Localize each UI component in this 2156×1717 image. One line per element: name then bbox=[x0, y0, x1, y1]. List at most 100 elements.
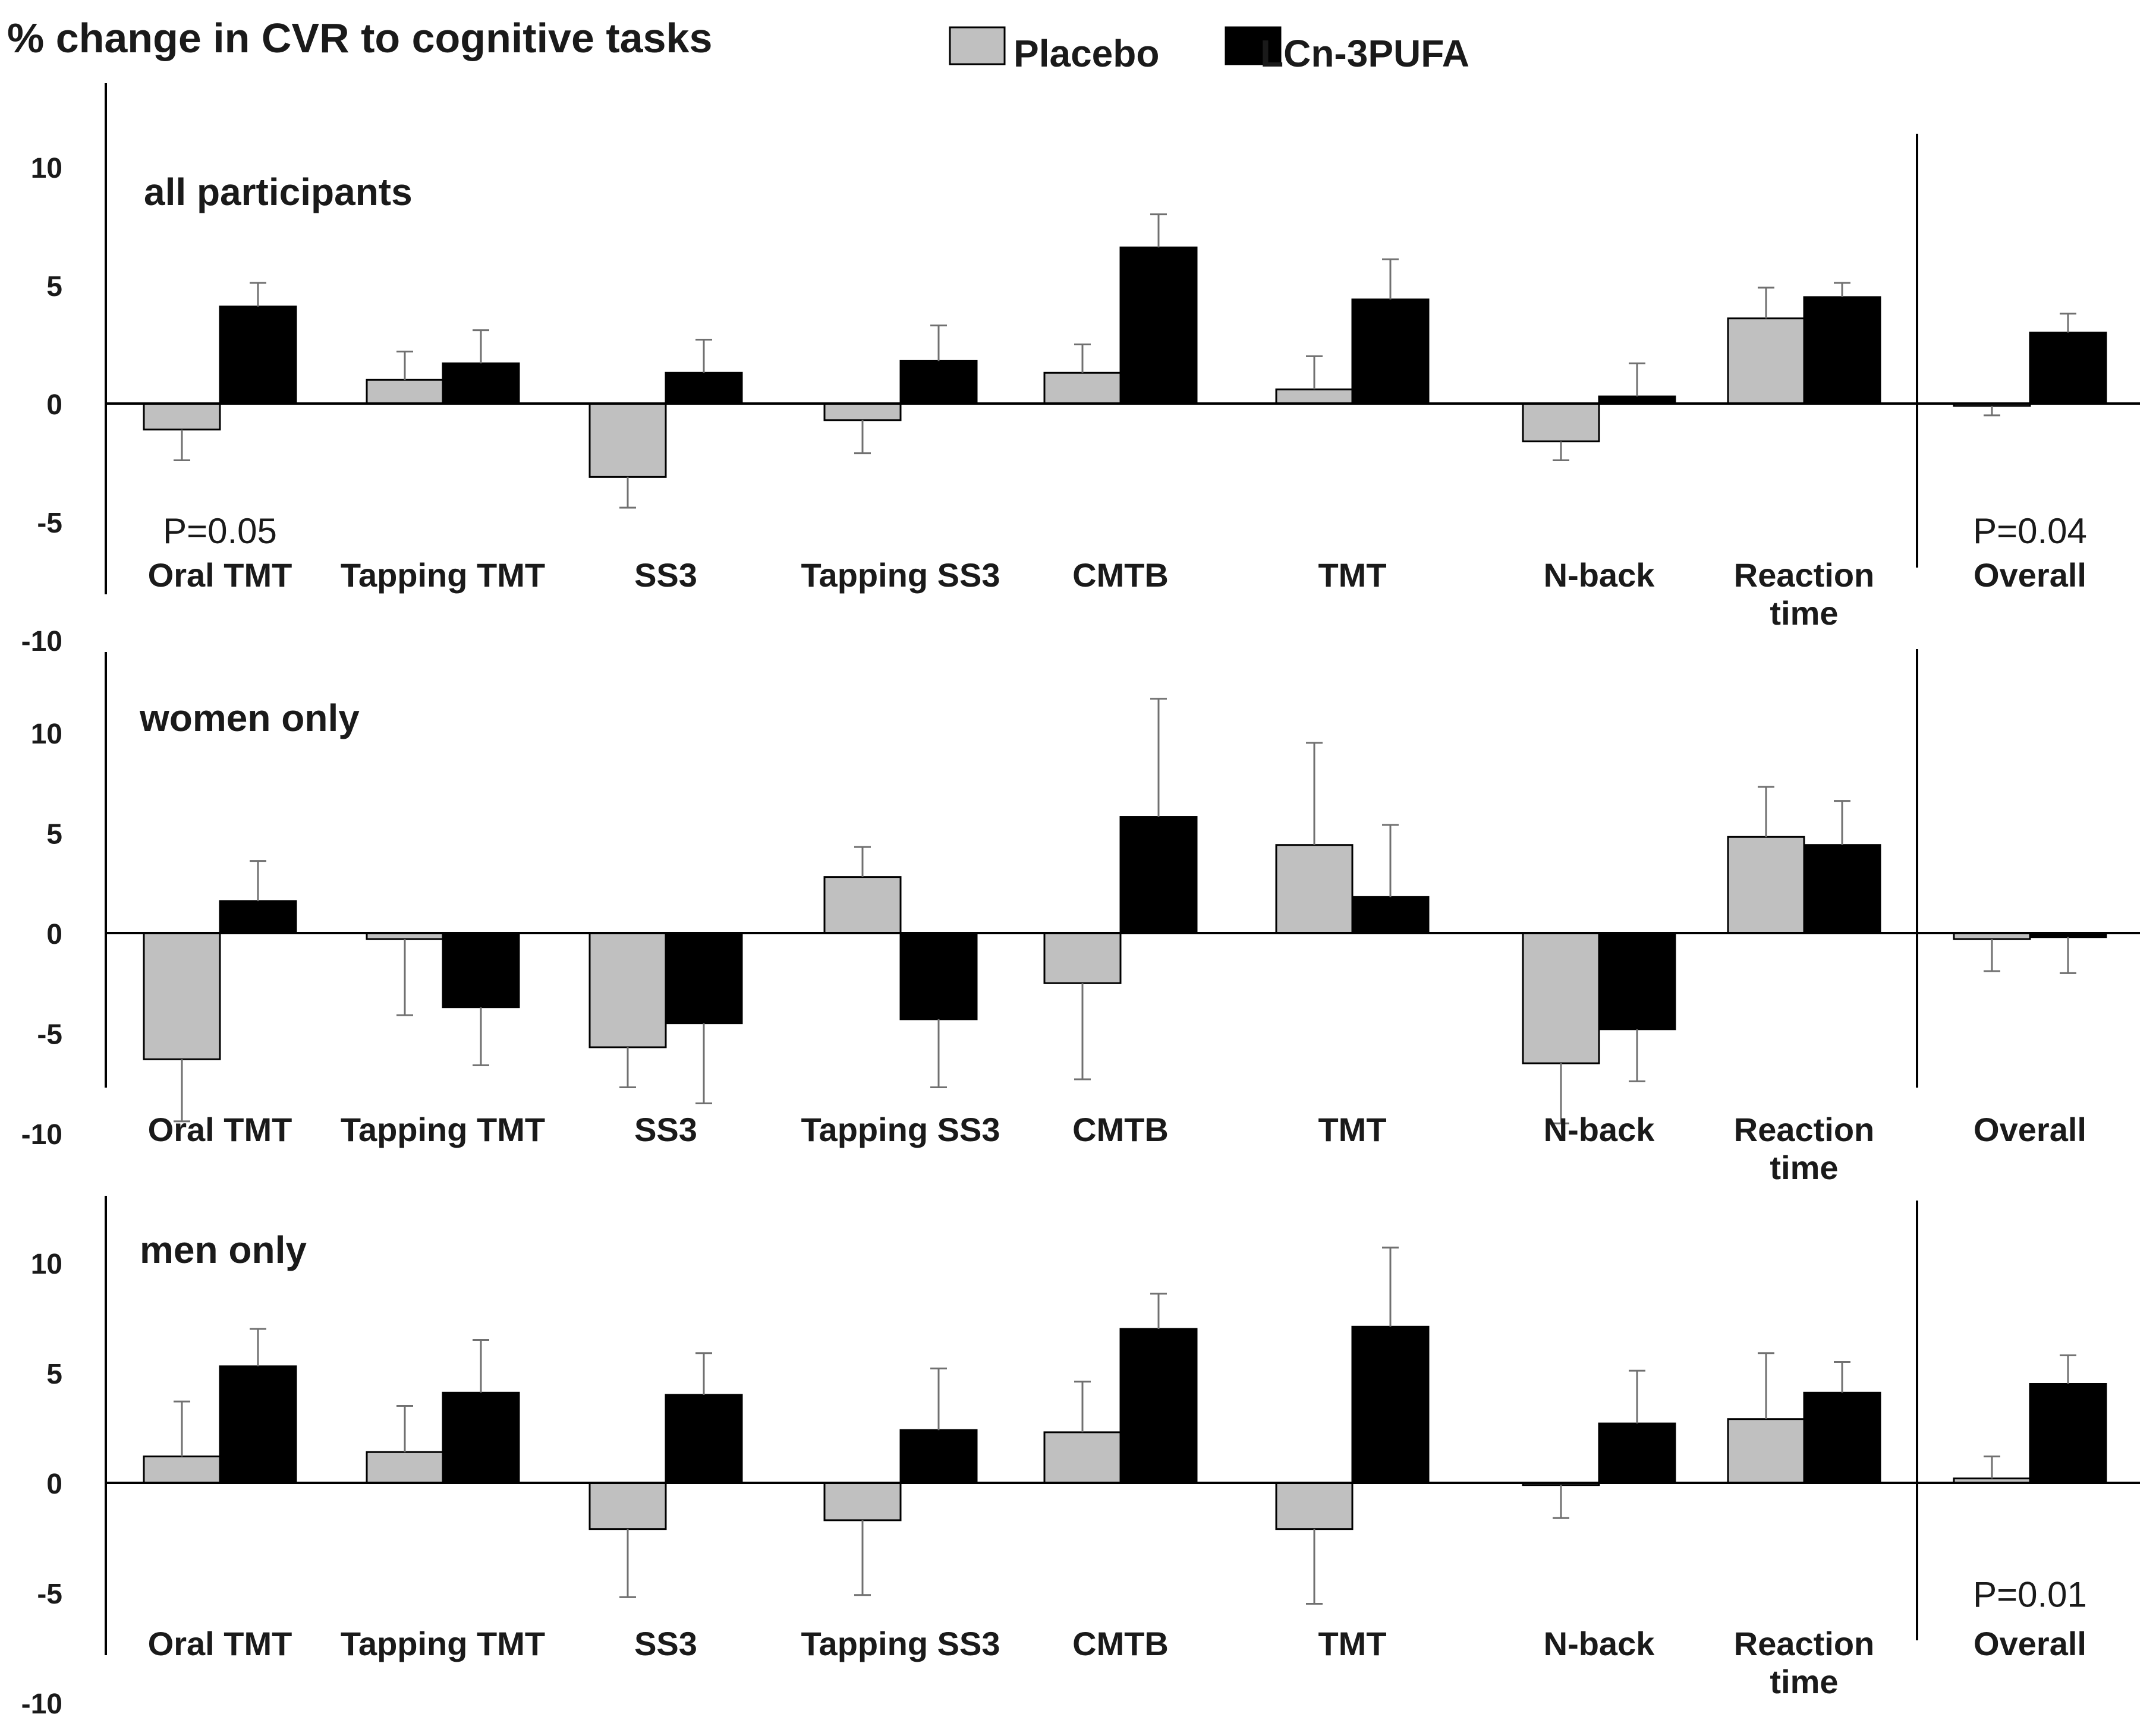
category-label: Overall bbox=[1974, 1625, 2086, 1662]
bar-placebo bbox=[1275, 844, 1354, 934]
category-label: Tapping SS3 bbox=[801, 1625, 1000, 1662]
bar-lcn3pufa bbox=[2029, 332, 2107, 405]
bar-lcn3pufa bbox=[1119, 1328, 1198, 1484]
bar-lcn3pufa bbox=[442, 362, 520, 405]
bar-placebo bbox=[1727, 1418, 1805, 1484]
y-tick-label: 10 bbox=[31, 153, 62, 184]
p-value-annotation: P=0.04 bbox=[1973, 511, 2087, 551]
bar-lcn3pufa bbox=[665, 371, 743, 405]
bar-placebo bbox=[366, 379, 444, 405]
category-label: CMTB bbox=[1072, 1111, 1169, 1148]
bar-lcn3pufa bbox=[1351, 1325, 1430, 1484]
p-value-annotation: P=0.05 bbox=[163, 511, 277, 551]
bar-lcn3pufa bbox=[1351, 298, 1430, 405]
bar-lcn3pufa bbox=[899, 1429, 978, 1484]
bar-placebo bbox=[1522, 932, 1600, 1064]
bar-lcn3pufa bbox=[1119, 816, 1198, 934]
category-label: SS3 bbox=[634, 556, 697, 594]
legend-swatch-placebo bbox=[949, 26, 1006, 65]
category-label: N-back bbox=[1544, 1625, 1655, 1662]
bar-lcn3pufa bbox=[1803, 1391, 1881, 1484]
category-label: N-back bbox=[1544, 556, 1655, 594]
panel-1: 10 5 0 -5 -10 women only Oral TMT Tapping TMT SS… bbox=[21, 649, 2140, 1186]
panel-title: men only bbox=[140, 1228, 307, 1271]
bar-placebo bbox=[366, 1451, 444, 1484]
category-label: time bbox=[1770, 1663, 1838, 1700]
panel-title: all participants bbox=[144, 171, 413, 213]
category-label: Reaction bbox=[1734, 1111, 1875, 1148]
bar-placebo bbox=[588, 1482, 667, 1530]
bar-lcn3pufa bbox=[899, 932, 978, 1020]
category-label: Tapping SS3 bbox=[801, 556, 1000, 594]
category-label: Tapping TMT bbox=[341, 556, 545, 594]
category-label: TMT bbox=[1318, 1625, 1386, 1662]
bar-lcn3pufa bbox=[219, 305, 297, 405]
bar-placebo bbox=[143, 402, 221, 431]
category-label: SS3 bbox=[634, 1625, 697, 1662]
bar-lcn3pufa bbox=[442, 932, 520, 1009]
legend-label-placebo: Placebo bbox=[1014, 32, 1159, 75]
bar-lcn3pufa bbox=[665, 1394, 743, 1484]
category-label: N-back bbox=[1544, 1111, 1655, 1148]
panel-title: women only bbox=[139, 697, 360, 739]
p-value-annotation: P=0.01 bbox=[1973, 1575, 2087, 1615]
bar-lcn3pufa bbox=[1803, 844, 1881, 934]
bar-lcn3pufa bbox=[2029, 1383, 2107, 1484]
bar-lcn3pufa bbox=[665, 932, 743, 1025]
bar-lcn3pufa bbox=[899, 360, 978, 405]
category-label: Oral TMT bbox=[148, 1111, 292, 1148]
legend-label-lcn3pufa: LCn-3PUFA bbox=[1260, 32, 1469, 75]
bar-placebo bbox=[1275, 388, 1354, 405]
bar-placebo bbox=[1727, 317, 1805, 405]
y-tick-label: 5 bbox=[46, 819, 62, 850]
category-label: Reaction bbox=[1734, 1625, 1875, 1662]
y-tick-label: -10 bbox=[21, 626, 62, 657]
y-tick-label: -10 bbox=[21, 1119, 62, 1151]
bar-placebo bbox=[1275, 1482, 1354, 1530]
bar-placebo bbox=[1043, 371, 1122, 405]
category-label: Tapping TMT bbox=[341, 1625, 545, 1662]
category-label: time bbox=[1770, 1149, 1838, 1186]
legend-swatch-lcn3pufa bbox=[1225, 26, 1282, 65]
category-label: CMTB bbox=[1072, 1625, 1169, 1662]
bar-placebo bbox=[143, 1455, 221, 1484]
category-label: Reaction bbox=[1734, 556, 1875, 594]
category-label: time bbox=[1770, 594, 1838, 632]
category-label: Oral TMT bbox=[148, 556, 292, 594]
bar-placebo bbox=[588, 932, 667, 1048]
bar-placebo bbox=[1043, 932, 1122, 984]
y-tick-label: 10 bbox=[31, 1249, 62, 1280]
bar-placebo bbox=[1727, 836, 1805, 934]
bar-lcn3pufa bbox=[219, 1365, 297, 1484]
bar-placebo bbox=[823, 402, 902, 421]
category-label: TMT bbox=[1318, 556, 1386, 594]
bar-placebo bbox=[823, 876, 902, 934]
y-tick-label: -10 bbox=[21, 1688, 62, 1717]
y-tick-label: -5 bbox=[37, 1579, 62, 1610]
y-tick-label: 0 bbox=[46, 389, 62, 421]
y-tick-label: 0 bbox=[46, 1469, 62, 1500]
bar-placebo bbox=[823, 1482, 902, 1521]
bar-lcn3pufa bbox=[1803, 296, 1881, 405]
chart-title: % change in CVR to cognitive tasks bbox=[7, 15, 712, 61]
bar-lcn3pufa bbox=[1351, 896, 1430, 934]
category-label: Overall bbox=[1974, 1111, 2086, 1148]
category-label: CMTB bbox=[1072, 556, 1169, 594]
category-label: TMT bbox=[1318, 1111, 1386, 1148]
category-label: Tapping SS3 bbox=[801, 1111, 1000, 1148]
panel-2: 10 5 0 -5 -10 men only Oral TMT Tapping TMT SS3 T… bbox=[21, 1196, 2140, 1717]
y-tick-label: 0 bbox=[46, 919, 62, 950]
y-tick-label: -5 bbox=[37, 508, 62, 539]
category-label: SS3 bbox=[634, 1111, 697, 1148]
bar-placebo bbox=[1522, 402, 1600, 443]
bar-placebo bbox=[1043, 1431, 1122, 1484]
bar-lcn3pufa bbox=[1598, 932, 1676, 1031]
category-label: Oral TMT bbox=[148, 1625, 292, 1662]
bar-placebo bbox=[588, 402, 667, 478]
bar-lcn3pufa bbox=[1598, 1422, 1676, 1484]
category-label: Overall bbox=[1974, 556, 2086, 594]
y-tick-label: 5 bbox=[46, 1359, 62, 1390]
y-tick-label: 5 bbox=[46, 271, 62, 303]
